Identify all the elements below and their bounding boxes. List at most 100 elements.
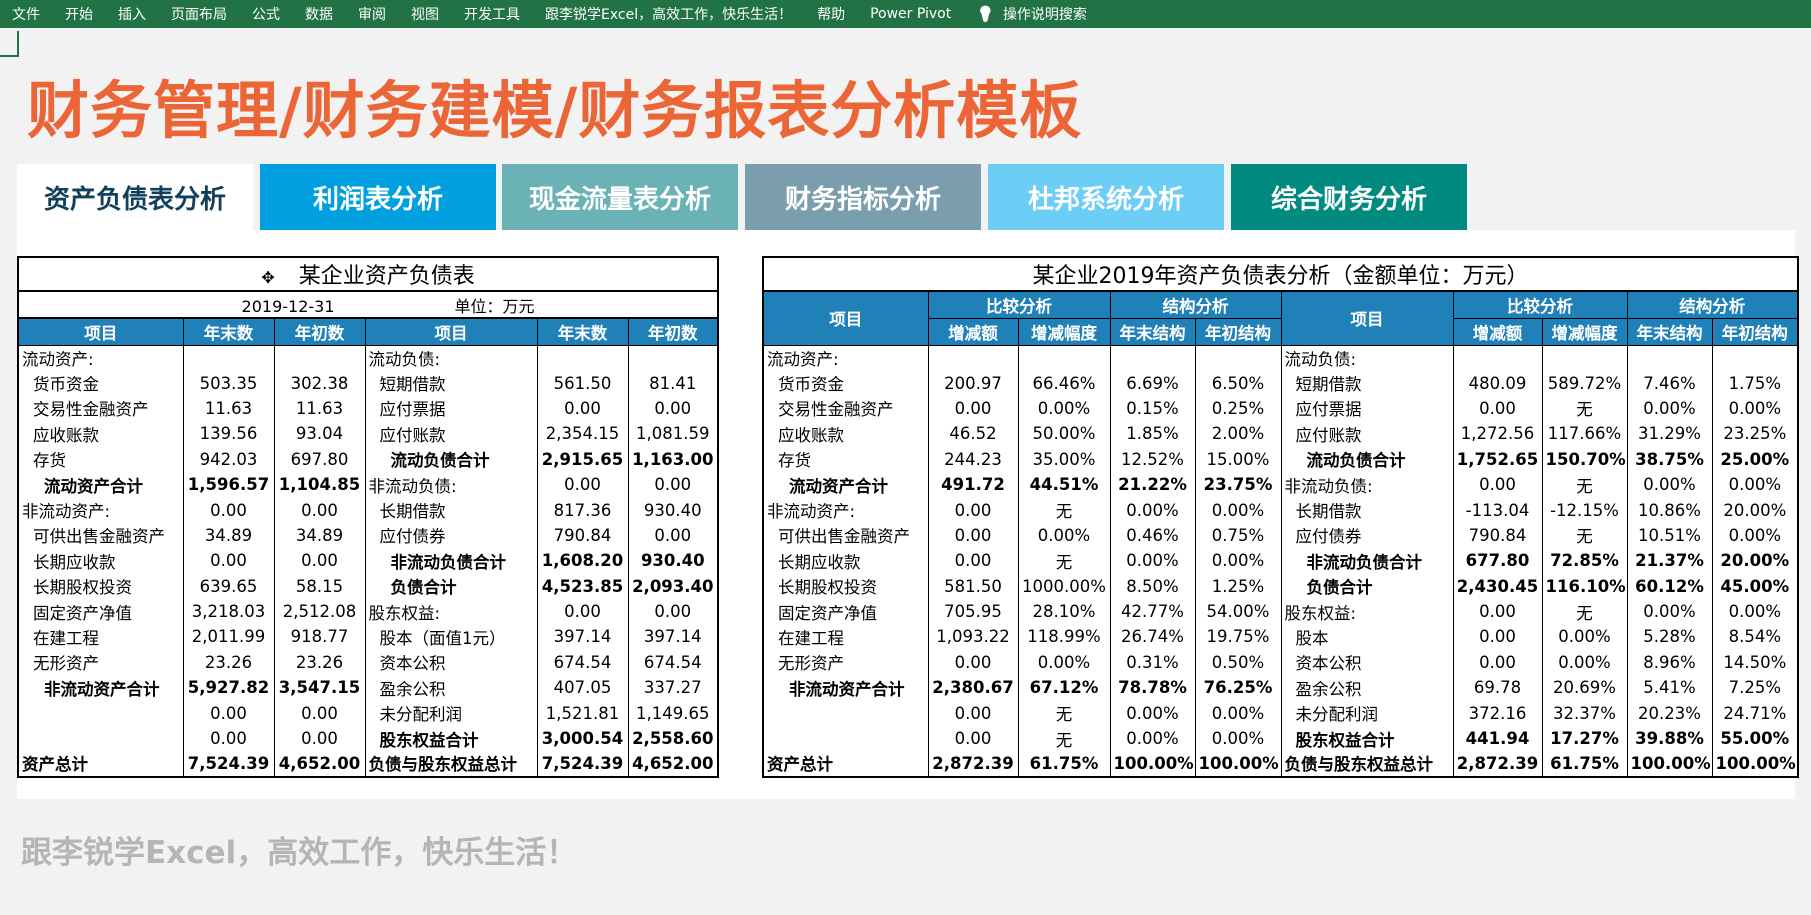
liability-value: 1,081.59 <box>627 421 719 447</box>
menu-item-6[interactable]: 审阅 <box>358 7 386 23</box>
table-row: 货币资金 200.97 66.46% 6.69% 6.50% 短期借款 480.09 589.… <box>762 370 1799 396</box>
asset-value: 0.00 <box>273 497 366 523</box>
asset-metric: 0.15% <box>1109 395 1196 422</box>
menu-item-7[interactable]: 视图 <box>411 7 439 23</box>
table-row: 流动资产合计 1,596.57 1,104.85 非流动负债: 0.00 0.00 <box>17 471 719 498</box>
table-row: 长期股权投资 639.65 58.15 负债合计 4,523.85 2,093.40 <box>17 573 719 599</box>
liability-label: 未分配利润 <box>364 700 538 726</box>
liability-value: 4,523.85 <box>536 573 629 599</box>
liability-value: 930.40 <box>627 497 719 523</box>
table-row: 无形资产 23.26 23.26 资本公积 674.54 674.54 <box>17 649 719 676</box>
column-header: 年初数 <box>627 317 719 346</box>
menu-item-10[interactable]: 帮助 <box>817 7 846 23</box>
liability-metric: 8.54% <box>1711 624 1799 650</box>
table-row: 非流动资产合计 2,380.67 67.12% 78.78% 76.25% 盈余公积 69.… <box>762 675 1799 701</box>
liability-value: 2,354.15 <box>536 421 629 447</box>
asset-value: 7,524.39 <box>182 751 275 778</box>
liability-metric: 10.51% <box>1626 522 1713 549</box>
tab-5[interactable]: 综合财务分析 <box>1231 164 1467 230</box>
asset-label: 在建工程 <box>762 624 929 650</box>
liability-metric: 38.75% <box>1626 446 1713 472</box>
table-row: 流动资产: 流动负债: <box>17 345 719 371</box>
menu-item-11[interactable]: Power Pivot <box>870 6 952 22</box>
asset-value: 3,547.15 <box>273 675 366 701</box>
tab-3[interactable]: 财务指标分析 <box>745 164 981 230</box>
asset-value: 23.26 <box>182 649 275 676</box>
tab-4[interactable]: 杜邦系统分析 <box>988 164 1224 230</box>
menu-item-2[interactable]: 插入 <box>118 7 146 23</box>
asset-metric: 54.00% <box>1194 598 1282 625</box>
asset-label: 长期股权投资 <box>17 573 184 599</box>
tell-me-search[interactable]: 操作说明搜索 <box>1002 7 1087 23</box>
asset-label: 长期应收款 <box>17 548 184 574</box>
asset-label: 固定资产净值 <box>762 598 929 625</box>
liability-value: 2,093.40 <box>627 573 719 599</box>
asset-label: 固定资产净值 <box>17 598 184 625</box>
liability-metric <box>1626 345 1713 371</box>
asset-metric: 28.10% <box>1017 598 1111 625</box>
liability-value: 397.14 <box>627 624 719 650</box>
asset-value: 639.65 <box>182 573 275 599</box>
liability-metric: 8.96% <box>1626 649 1713 676</box>
liability-metric: 1.75% <box>1711 370 1799 396</box>
asset-label: 资产总计 <box>762 751 929 778</box>
menu-item-9[interactable]: 跟李锐学Excel，高效工作，快乐生活！ <box>545 7 793 23</box>
asset-label: 流动资产: <box>17 345 184 371</box>
asset-label: 应收账款 <box>17 421 184 447</box>
liability-label: 盈余公积 <box>364 675 538 701</box>
liability-metric: 31.29% <box>1626 421 1713 447</box>
menu-item-0[interactable]: 文件 <box>12 7 40 23</box>
tab-0[interactable]: 资产负债表分析 <box>17 164 253 230</box>
asset-metric: 50.00% <box>1017 421 1111 447</box>
menu-item-1[interactable]: 开始 <box>65 7 93 23</box>
asset-value: 4,652.00 <box>273 751 366 778</box>
tab-2[interactable]: 现金流量表分析 <box>502 164 738 230</box>
liability-value: 81.41 <box>627 370 719 396</box>
asset-value: 34.89 <box>182 522 275 549</box>
asset-label <box>17 725 184 752</box>
asset-metric: 0.00 <box>927 497 1019 523</box>
menu-item-3[interactable]: 页面布局 <box>171 7 227 23</box>
tab-1[interactable]: 利润表分析 <box>260 164 496 230</box>
asset-metric: 44.51% <box>1017 471 1111 498</box>
liability-label: 应付账款 <box>364 421 538 447</box>
asset-value <box>273 345 366 371</box>
liability-label: 盈余公积 <box>1280 675 1454 701</box>
menu-item-4[interactable]: 公式 <box>252 7 280 23</box>
liability-metric: 无 <box>1541 522 1628 549</box>
asset-metric: 12.52% <box>1109 446 1196 472</box>
liability-metric: 0.00 <box>1452 649 1543 676</box>
table-row: 在建工程 2,011.99 918.77 股本（面值1元） 397.14 397.14 <box>17 624 719 650</box>
liability-metric <box>1541 345 1628 371</box>
asset-label: 无形资产 <box>17 649 184 676</box>
asset-metric: 78.78% <box>1109 675 1196 701</box>
asset-metric: 67.12% <box>1017 675 1111 701</box>
asset-metric: 0.00% <box>1017 649 1111 676</box>
selected-cell-indicator[interactable] <box>0 31 19 57</box>
liability-label: 股本（面值1元） <box>364 624 538 650</box>
liability-label: 负债合计 <box>364 573 538 599</box>
liability-metric: 1,752.65 <box>1452 446 1543 472</box>
asset-value: 1,104.85 <box>273 471 366 498</box>
liability-metric: 10.86% <box>1626 497 1713 523</box>
liability-metric: 0.00 <box>1452 598 1543 625</box>
asset-metric: 0.00% <box>1194 497 1282 523</box>
column-header: 增减幅度 <box>1541 317 1628 346</box>
table-row: 0.00 无 0.00% 0.00% 股东权益合计 441.94 17.27% 39.88% 5… <box>762 725 1799 752</box>
table-row: 0.00 0.00 未分配利润 1,521.81 1,149.65 <box>17 700 719 726</box>
liability-value: 4,652.00 <box>627 751 719 778</box>
asset-metric: 0.00 <box>927 522 1019 549</box>
asset-label: 长期应收款 <box>762 548 929 574</box>
liability-label: 应付票据 <box>1280 395 1454 422</box>
table-row: 应收账款 46.52 50.00% 1.85% 2.00% 应付账款 1,272.56 117… <box>762 421 1799 447</box>
menu-item-8[interactable]: 开发工具 <box>464 7 520 23</box>
menu-item-5[interactable]: 数据 <box>305 7 333 23</box>
liability-metric: 0.00% <box>1626 471 1713 498</box>
asset-value: 3,218.03 <box>182 598 275 625</box>
liability-label: 股东权益合计 <box>1280 725 1454 752</box>
asset-label: 货币资金 <box>17 370 184 396</box>
table-row: 货币资金 503.35 302.38 短期借款 561.50 81.41 <box>17 370 719 396</box>
table-row: 长期应收款 0.00 无 0.00% 0.00% 非流动负债合计 677.80 72.85% 2… <box>762 548 1799 574</box>
liability-metric: 0.00% <box>1711 598 1799 625</box>
asset-metric: 76.25% <box>1194 675 1282 701</box>
